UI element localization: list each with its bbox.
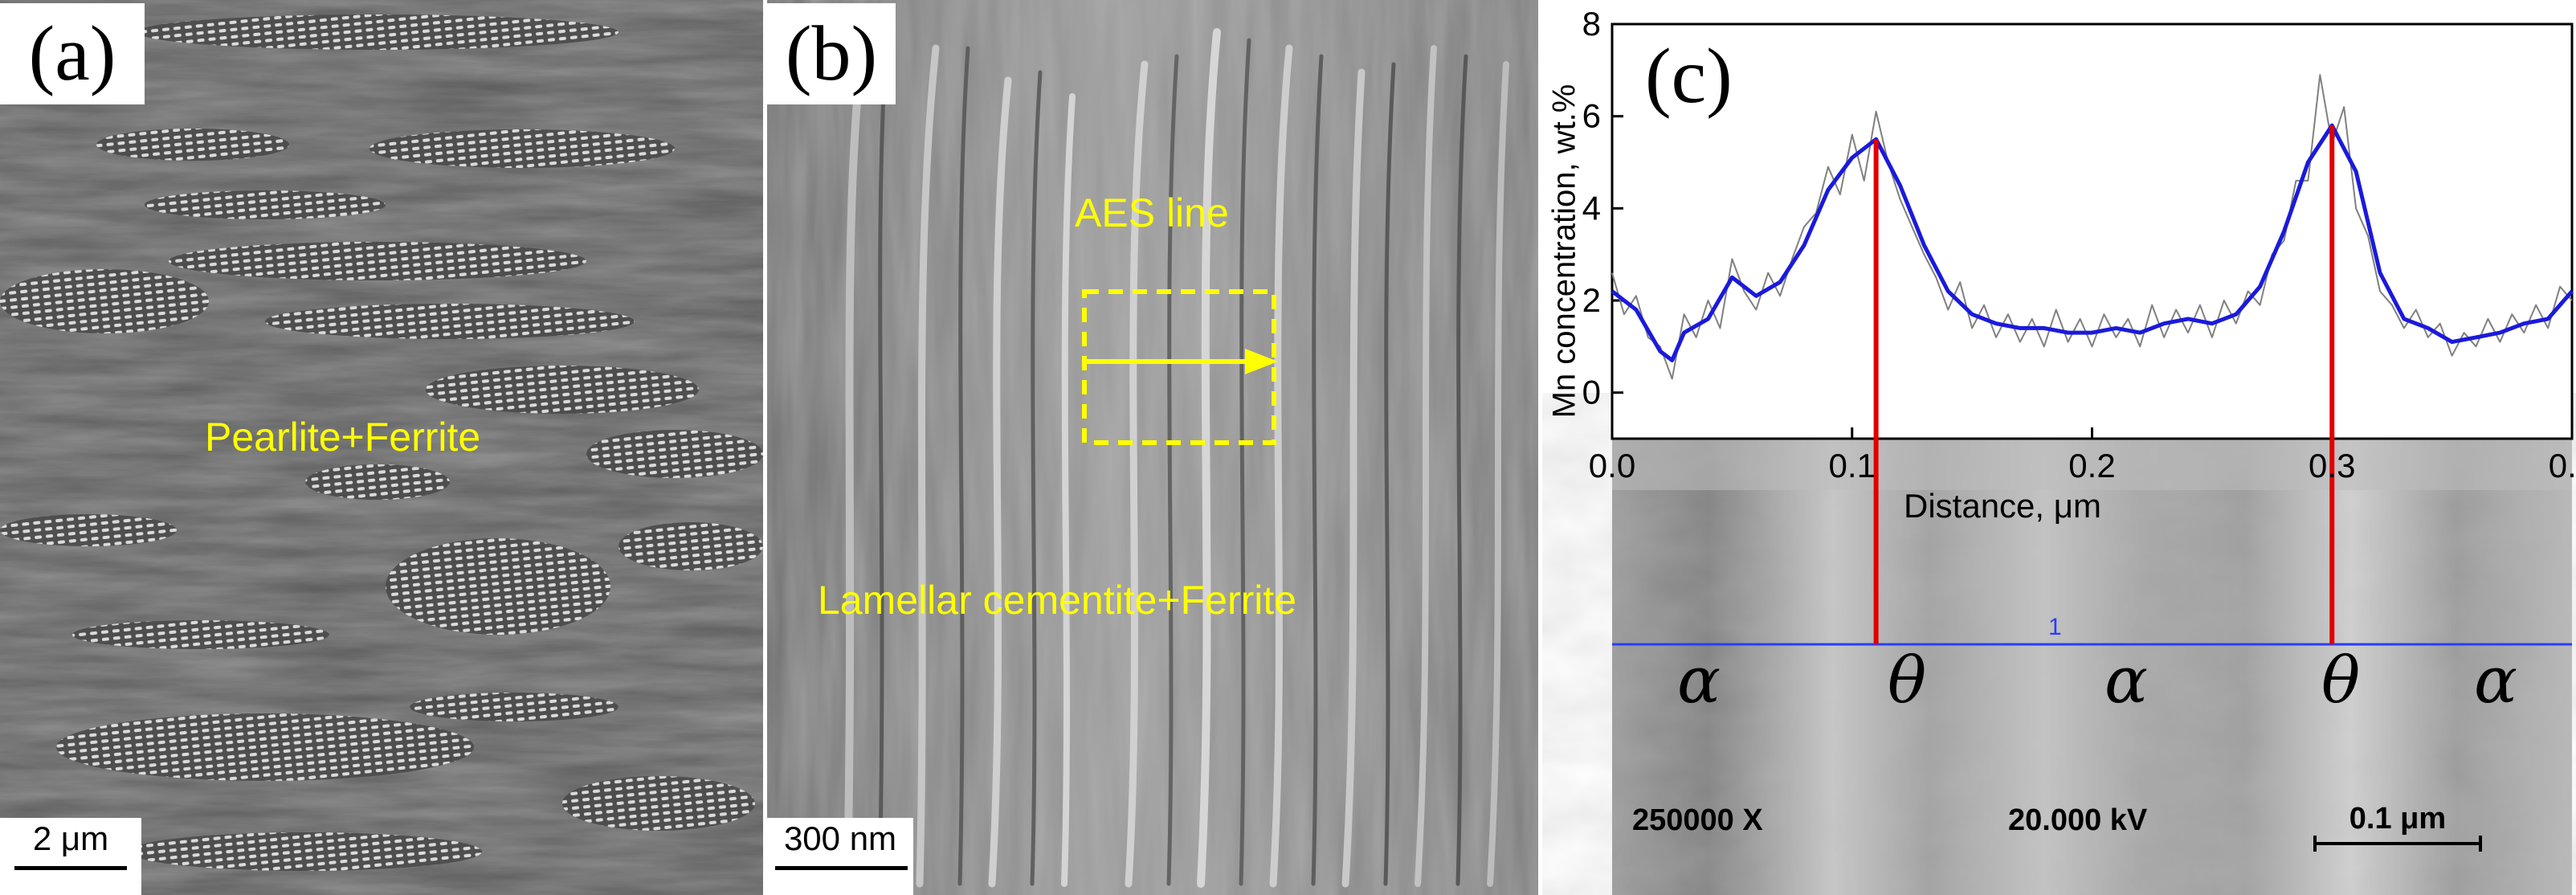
phase-label-theta-2: θ xyxy=(2321,643,2361,717)
panel-c: 0 2 4 6 8 0.0 0.1 0.2 0.3 0.4 (c) Mn concentratio… xyxy=(1542,0,2576,895)
scale-bar-label-c: 0.1 μm xyxy=(2349,802,2447,836)
phase-label-alpha-2: α xyxy=(2104,643,2149,717)
scale-bar-label-a: 2 μm xyxy=(32,819,109,857)
series-raw xyxy=(1611,74,2573,380)
scale-bar-line-a xyxy=(14,866,127,870)
raw-concentration-line xyxy=(1611,74,2573,380)
x-axis-label: Distance, μm xyxy=(1904,487,2101,525)
y-tick-label: 6 xyxy=(1582,97,1601,135)
scale-bar-box-b: 300 nm xyxy=(767,818,913,895)
panel-b: (b) AES line Lamellar cementite+Ferrite … xyxy=(767,0,1538,895)
panel-label-b: (b) xyxy=(767,3,896,104)
scale-bar-tick-right-c xyxy=(2479,836,2482,852)
scale-bar-line-c xyxy=(2313,842,2482,845)
aes-scan-box xyxy=(1082,289,1276,445)
scale-bar-tick-left-c xyxy=(2313,836,2317,852)
scan-line-marker: 1 xyxy=(2048,614,2062,640)
y-tick-label: 4 xyxy=(1582,189,1601,227)
aes-scan-arrow-head xyxy=(1245,349,1278,374)
x-tick-label: 0.4 xyxy=(2549,447,2576,484)
scale-bar-line-b xyxy=(775,866,908,870)
peak-markers xyxy=(1873,125,2335,644)
magnification-label: 250000 X xyxy=(1632,803,1763,837)
scale-bar-label-b: 300 nm xyxy=(783,819,897,857)
x-tick-label: 0.1 xyxy=(1829,447,1876,484)
y-tick-label: 2 xyxy=(1582,281,1601,319)
series-smoothed xyxy=(1611,123,2574,362)
aes-line-label: AES line xyxy=(1075,190,1229,235)
panel-label-a: (a) xyxy=(0,3,145,104)
phase-label-theta-1: θ xyxy=(1888,643,1927,717)
smoothed-concentration-line xyxy=(1611,123,2574,362)
x-tick-label: 0.3 xyxy=(2309,447,2355,484)
phase-annotation-b: Lamellar cementite+Ferrite xyxy=(818,578,1297,623)
phase-annotation-a: Pearlite+Ferrite xyxy=(205,415,481,460)
x-tick-label: 0.0 xyxy=(1589,447,1635,484)
tick-labels: 0 2 4 6 8 0.0 0.1 0.2 0.3 0.4 xyxy=(1582,5,2576,484)
y-tick-label: 0 xyxy=(1582,374,1601,411)
cementite-lamellae xyxy=(843,22,1509,888)
sem-micrograph-c: 0 2 4 6 8 0.0 0.1 0.2 0.3 0.4 xyxy=(1582,5,2576,895)
plot-area xyxy=(1611,22,2574,440)
sem-micrograph-b xyxy=(767,0,1538,895)
sem-micrograph-a xyxy=(0,0,763,895)
phase-label-alpha-1: α xyxy=(1677,643,1721,717)
panel-label-c: (c) xyxy=(1645,33,1733,120)
voltage-label: 20.000 kV xyxy=(2008,803,2148,837)
panel-a: (a) Pearlite+Ferrite 2 μm xyxy=(0,0,763,895)
x-tick-label: 0.2 xyxy=(2068,447,2115,484)
scale-bar-box-a: 2 μm xyxy=(0,818,141,895)
y-tick-label: 8 xyxy=(1582,5,1601,43)
pearlite-colonies xyxy=(0,14,763,871)
phase-label-alpha-3: α xyxy=(2474,643,2518,717)
y-axis-label: Mn concentration, wt.% xyxy=(1546,84,1582,419)
